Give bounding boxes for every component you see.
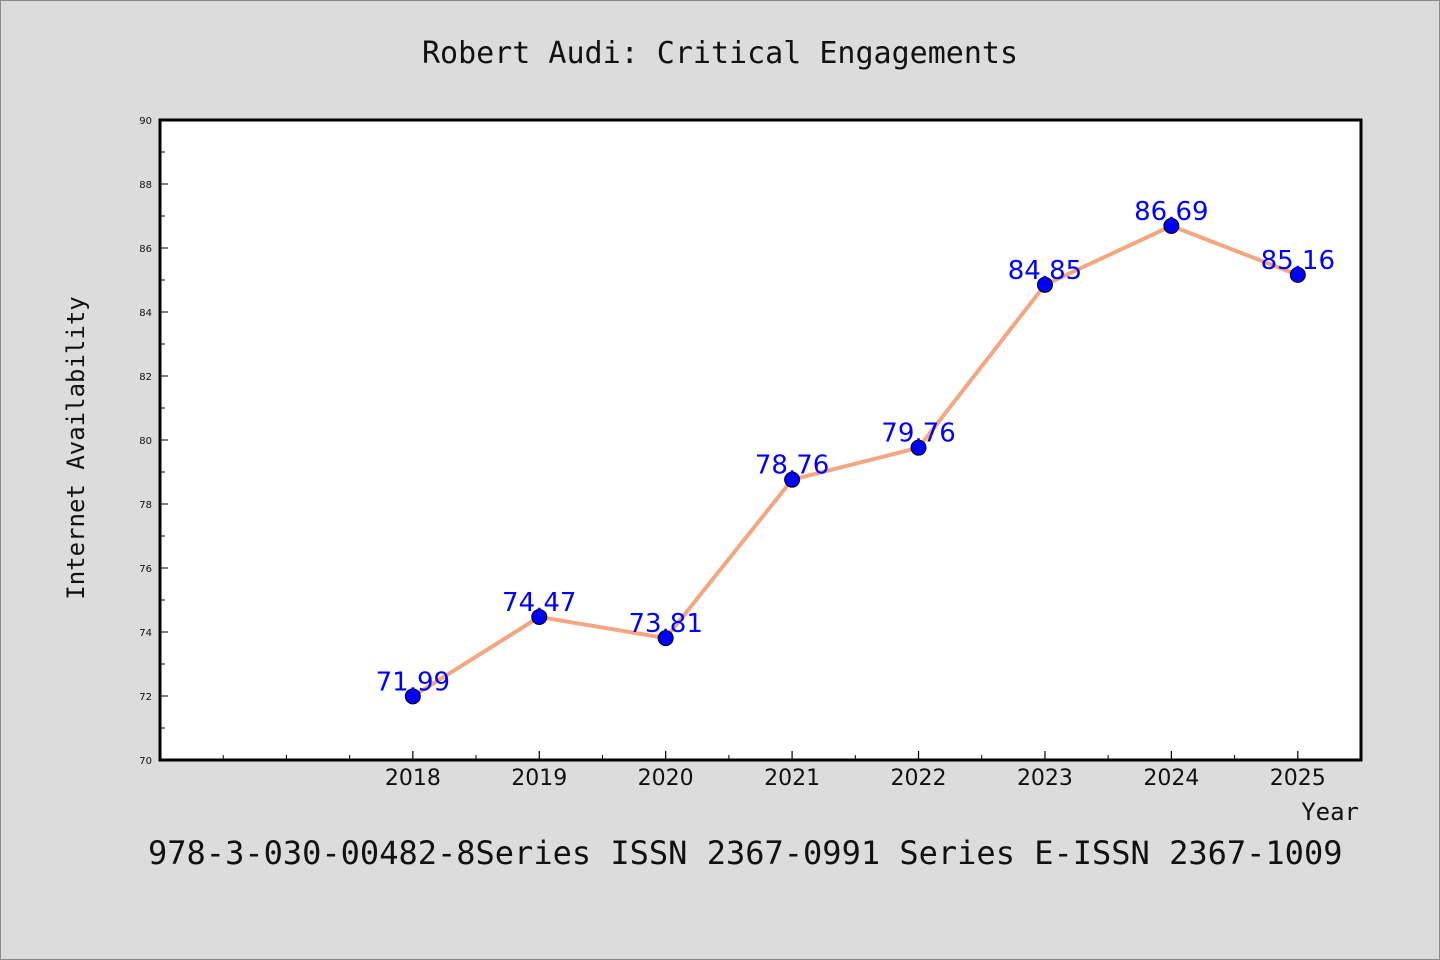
data-point: [404, 688, 421, 705]
plot-area: [158, 118, 1363, 762]
y-axis: 70 72 74 76 78 80 82 84 86 88 90: [139, 116, 168, 767]
y-tick-label: 76: [139, 564, 152, 575]
data-point: [910, 439, 927, 456]
x-tick-label: 2025: [1270, 766, 1326, 791]
data-label: 73.81: [628, 609, 702, 639]
data-point: [657, 630, 674, 647]
data-point: [784, 471, 801, 488]
chart-title: Robert Audi: Critical Engagements: [422, 36, 1018, 71]
data-label: 71.99: [376, 667, 450, 697]
x-tick-label: 2019: [511, 766, 567, 791]
x-tick-label: 2024: [1143, 766, 1199, 791]
y-tick-label: 84: [139, 308, 152, 319]
x-axis-label: Year: [1301, 798, 1359, 826]
data-point: [531, 608, 548, 625]
data-point: [1036, 276, 1053, 293]
data-label: 79.76: [881, 419, 955, 449]
x-axis: 2018 2019 2020 2021 2022 2023 2024 2025: [222, 751, 1326, 791]
data-label: 78.76: [755, 451, 829, 481]
x-tick-label: 2020: [638, 766, 694, 791]
data-point: [1289, 266, 1306, 283]
x-tick-label: 2021: [764, 766, 820, 791]
isbn-footer: 978-3-030-00482-8Series ISSN 2367-0991 S…: [148, 834, 1342, 872]
y-tick-label: 80: [139, 436, 152, 447]
data-label: 86.69: [1134, 197, 1208, 227]
data-point: [1163, 217, 1180, 234]
y-tick-label: 82: [139, 372, 152, 383]
y-tick-label: 74: [139, 628, 152, 639]
data-label: 84.85: [1008, 256, 1082, 286]
y-tick-label: 72: [139, 692, 152, 703]
y-tick-label: 78: [139, 500, 152, 511]
x-tick-label: 2018: [385, 766, 441, 791]
y-axis-label: Internet Availability: [62, 296, 90, 599]
y-tick-label: 70: [139, 756, 152, 767]
x-tick-label: 2023: [1017, 766, 1073, 791]
y-tick-label: 86: [139, 244, 152, 255]
y-tick-label: 88: [139, 180, 152, 191]
y-tick-label: 90: [139, 116, 152, 127]
x-tick-label: 2022: [891, 766, 947, 791]
series-layer: 71.99 74.47 73.81 78.76 79.76 84.85 86.69 85.16: [376, 197, 1335, 705]
data-label: 85.16: [1261, 246, 1335, 276]
data-label: 74.47: [502, 588, 576, 618]
series-line: [411, 223, 1299, 699]
